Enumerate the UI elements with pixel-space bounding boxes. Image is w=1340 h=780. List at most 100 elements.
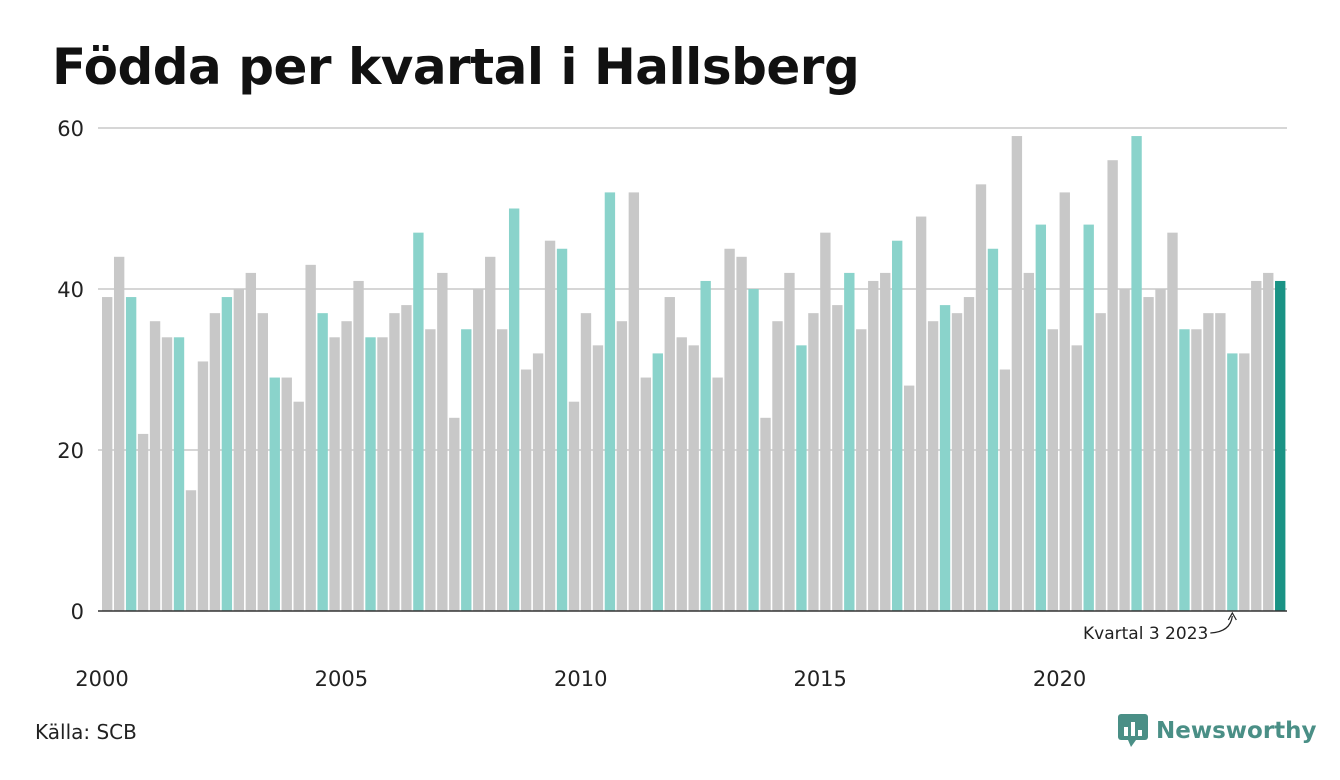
bar: [161, 337, 173, 611]
bar: [784, 272, 795, 611]
bar: [676, 337, 687, 611]
bar: [1203, 313, 1214, 611]
bar: [1143, 297, 1154, 611]
brand[interactable]: Newsworthy: [1118, 714, 1317, 748]
bar: [963, 297, 975, 611]
bar: [832, 305, 843, 611]
bar: [377, 337, 388, 611]
bar: [102, 297, 113, 611]
bar: [137, 433, 149, 611]
bar: [305, 264, 316, 611]
bar: [736, 256, 747, 611]
bar: [185, 490, 197, 611]
bar: [880, 272, 891, 611]
bar: [1011, 136, 1023, 612]
bar: [425, 329, 436, 611]
bar: [461, 329, 472, 611]
bar: [197, 361, 209, 611]
bar: [820, 232, 831, 611]
bar: [437, 272, 448, 611]
bar: [1095, 313, 1106, 611]
bar: [508, 208, 520, 611]
bar: [1239, 353, 1250, 611]
newsworthy-logo-icon: [1118, 714, 1148, 747]
bar: [149, 321, 161, 611]
bar: [592, 345, 604, 611]
x-tick-label: 2000: [75, 667, 128, 691]
bar: [221, 297, 233, 611]
bar: [544, 240, 556, 611]
x-tick-label: 2020: [1033, 667, 1086, 691]
bar: [1275, 280, 1286, 611]
bar: [1131, 136, 1142, 612]
bar: [856, 329, 867, 611]
bar: [293, 401, 304, 611]
bar: [712, 377, 723, 611]
bar: [1263, 272, 1274, 611]
bar: [413, 232, 424, 611]
bar: [987, 248, 999, 611]
bar: [604, 192, 616, 611]
bar: [473, 289, 484, 611]
bar: [233, 289, 245, 611]
bar: [341, 321, 352, 611]
chart-title: Födda per kvartal i Hallsberg: [52, 38, 860, 96]
bar: [1023, 272, 1035, 611]
bar: [1155, 289, 1166, 611]
bars: [102, 136, 1286, 612]
bar: [975, 184, 987, 611]
bar: [868, 280, 879, 611]
bar: [485, 256, 496, 611]
bar: [497, 329, 508, 611]
bar: [1035, 224, 1047, 611]
bar: [640, 377, 652, 611]
bar: [748, 289, 759, 611]
bar: [915, 216, 927, 612]
annotation-label: Kvartal 3 2023: [1083, 624, 1208, 644]
bar: [401, 305, 412, 611]
bar: [365, 337, 376, 611]
bar: [556, 248, 568, 611]
bar: [329, 337, 340, 611]
bar: [1251, 280, 1262, 611]
bar: [568, 401, 580, 611]
bar: [616, 321, 628, 611]
bar: [1107, 160, 1118, 611]
bar: [353, 280, 364, 611]
y-axis-ticks: 0 20 40 60: [57, 117, 84, 624]
bar: [892, 240, 903, 611]
y-tick-label: 60: [57, 117, 84, 141]
bar: [1227, 353, 1238, 611]
bar: [796, 345, 807, 611]
bar: [939, 305, 951, 611]
bar: [999, 369, 1011, 611]
annotation-arrow: [1210, 615, 1233, 634]
bar: [772, 321, 783, 611]
bar: [125, 297, 137, 611]
y-tick-label: 20: [57, 439, 84, 463]
x-tick-label: 2015: [793, 667, 846, 691]
bar: [269, 377, 280, 611]
bar: [951, 313, 963, 611]
bar: [281, 377, 292, 611]
bar: [1083, 224, 1094, 611]
bar: [1059, 192, 1070, 611]
bar: [808, 313, 819, 611]
bar: [652, 353, 663, 611]
bar: [927, 321, 939, 611]
bar: [449, 417, 460, 611]
bar: [317, 313, 328, 611]
source-label: Källa: SCB: [35, 720, 137, 744]
bar: [532, 353, 544, 611]
bar: [844, 272, 855, 611]
bar: [580, 313, 592, 611]
bar: [1215, 313, 1226, 611]
bar: [724, 248, 735, 611]
bar: [628, 192, 640, 611]
bar: [1167, 232, 1178, 611]
annotation-arrowhead: [1227, 611, 1237, 621]
bar: [257, 313, 268, 611]
bar: [1047, 329, 1058, 611]
bar: [688, 345, 699, 611]
bar: [903, 385, 915, 611]
